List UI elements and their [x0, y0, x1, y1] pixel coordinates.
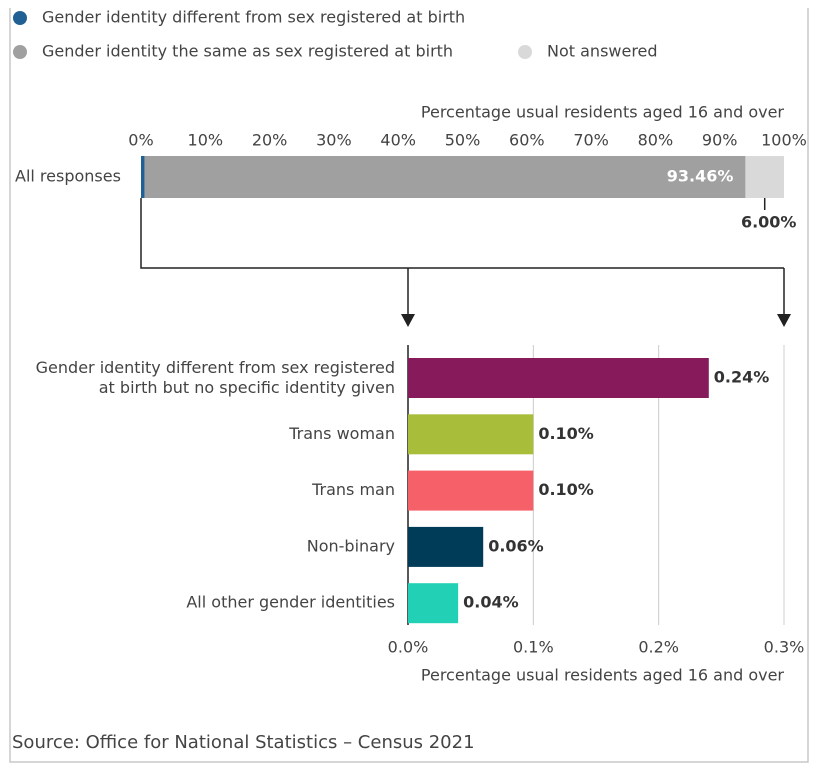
y-tick-label: Trans woman — [288, 424, 395, 443]
x-tick-label: 0.2% — [638, 638, 679, 657]
x-tick-label: 40% — [380, 131, 416, 150]
x-tick-label: 0.0% — [388, 638, 429, 657]
value-label: 0.04% — [463, 593, 519, 612]
x-tick-label: 100% — [761, 131, 807, 150]
legend-swatch — [518, 45, 532, 59]
x-tick-label: 90% — [702, 131, 738, 150]
x-axis-label: Percentage usual residents aged 16 and o… — [421, 666, 785, 685]
source: Source: Office for National Statistics –… — [12, 732, 475, 753]
x-tick-label: 0.3% — [764, 638, 805, 657]
x-tick-label: 80% — [638, 131, 674, 150]
bar-segment — [745, 156, 784, 198]
legend-label: Not answered — [547, 42, 658, 61]
value-label: 6.00% — [741, 213, 797, 232]
connector — [140, 198, 785, 318]
x-tick-label: 50% — [445, 131, 481, 150]
value-label: 0.10% — [538, 424, 594, 443]
value-label: 0.24% — [714, 368, 770, 387]
y-tick-label: Gender identity different from sex regis… — [36, 358, 395, 397]
y-tick-label: All other gender identities — [186, 593, 395, 612]
value-label: 0.06% — [488, 536, 544, 555]
value-label: 0.10% — [538, 480, 594, 499]
bar-segment — [141, 156, 145, 198]
legend-swatch — [13, 11, 27, 25]
legend-label: Gender identity the same as sex register… — [42, 42, 453, 61]
bar — [408, 414, 534, 455]
legend-swatch — [13, 45, 27, 59]
bar — [408, 358, 709, 398]
x-tick-label: 0% — [128, 131, 153, 150]
x-tick-label: 30% — [316, 131, 352, 150]
x-tick-label: 20% — [252, 131, 288, 150]
y-tick-label: Non-binary — [307, 536, 395, 555]
x-tick-label: 10% — [188, 131, 224, 150]
x-tick-label: 0.1% — [513, 638, 554, 657]
value-label: 93.46% — [667, 167, 734, 186]
y-tick-label: Trans man — [311, 480, 395, 499]
x-axis-label: Percentage usual residents aged 16 and o… — [421, 103, 785, 122]
bar-segment — [144, 156, 746, 198]
x-tick-label: 60% — [509, 131, 545, 150]
x-tick-label: 70% — [573, 131, 609, 150]
arrow — [401, 314, 791, 327]
bar — [408, 526, 484, 567]
bar — [408, 470, 534, 511]
legend-label: Gender identity different from sex regis… — [42, 8, 465, 27]
bar — [408, 583, 459, 624]
frame — [9, 8, 809, 763]
y-tick-label: All responses — [15, 167, 121, 186]
